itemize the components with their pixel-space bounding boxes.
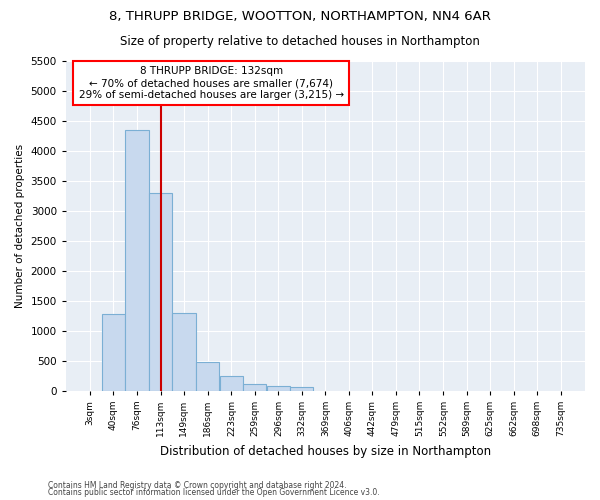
- X-axis label: Distribution of detached houses by size in Northampton: Distribution of detached houses by size …: [160, 444, 491, 458]
- Text: Contains HM Land Registry data © Crown copyright and database right 2024.: Contains HM Land Registry data © Crown c…: [48, 480, 347, 490]
- Bar: [243, 384, 266, 391]
- Text: Contains public sector information licensed under the Open Government Licence v3: Contains public sector information licen…: [48, 488, 380, 497]
- Bar: [220, 376, 243, 391]
- Y-axis label: Number of detached properties: Number of detached properties: [15, 144, 25, 308]
- Bar: [125, 130, 149, 391]
- Bar: [196, 362, 220, 391]
- Bar: [172, 313, 196, 391]
- Bar: [149, 193, 172, 391]
- Bar: [101, 314, 125, 391]
- Text: 8, THRUPP BRIDGE, WOOTTON, NORTHAMPTON, NN4 6AR: 8, THRUPP BRIDGE, WOOTTON, NORTHAMPTON, …: [109, 10, 491, 23]
- Bar: [266, 386, 290, 391]
- Text: 8 THRUPP BRIDGE: 132sqm
← 70% of detached houses are smaller (7,674)
29% of semi: 8 THRUPP BRIDGE: 132sqm ← 70% of detache…: [79, 66, 344, 100]
- Text: Size of property relative to detached houses in Northampton: Size of property relative to detached ho…: [120, 35, 480, 48]
- Bar: [290, 388, 313, 391]
